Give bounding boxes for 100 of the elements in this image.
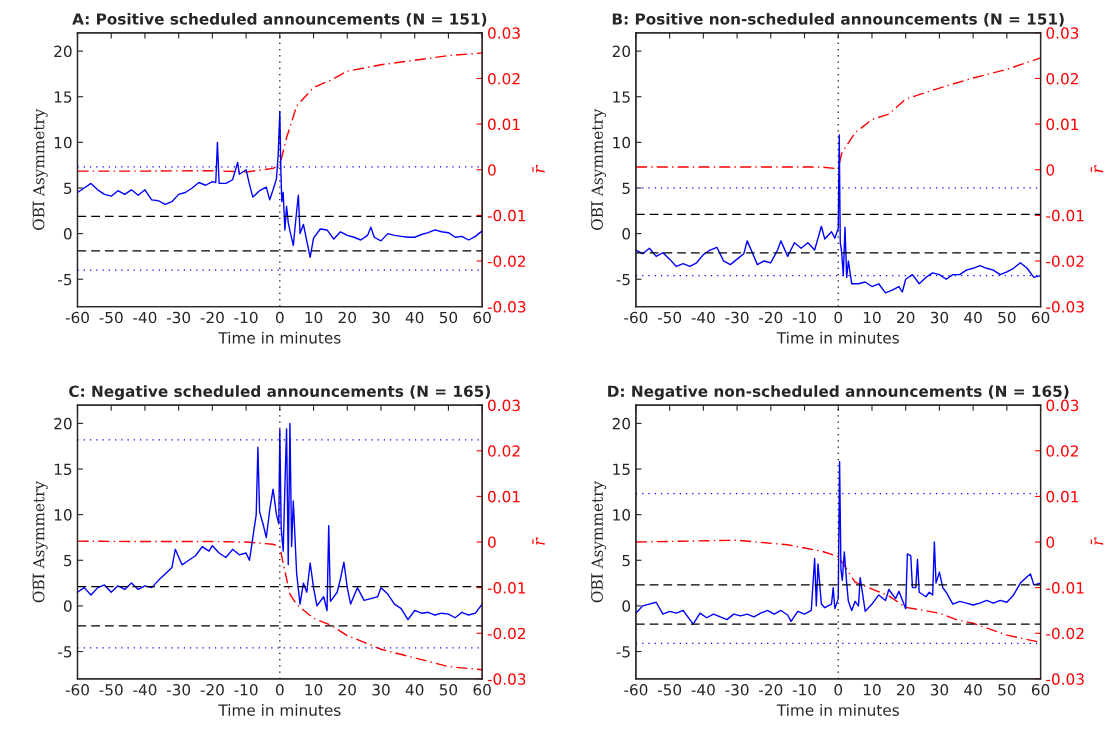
x-tick-label: 0 (275, 311, 284, 324)
y2-tick-label: 0 (488, 164, 496, 176)
y2-tick-label: -0.01 (1046, 209, 1084, 222)
x-tick-label: -60 (65, 684, 89, 696)
y2-tick-label: 0.01 (1046, 118, 1079, 131)
x-tick-label: 20 (897, 311, 915, 324)
x-tick-label: 30 (372, 311, 390, 324)
y-tick-label: -5 (616, 273, 630, 286)
y-tick-label: 0 (622, 228, 631, 240)
x-tick-label: -30 (725, 311, 749, 324)
y-tick-label: 10 (54, 136, 72, 149)
chart-title: A: Positive scheduled announcements (N = 151) (72, 12, 487, 27)
y-tick-label: 5 (622, 554, 630, 567)
y2-axis-title: r̄ (532, 164, 545, 173)
y-tick-label: 10 (613, 509, 631, 521)
x-tick-label: -30 (166, 684, 191, 696)
y-tick-label: 5 (64, 554, 72, 567)
x-tick-label: -50 (99, 684, 123, 696)
y2-tick-label: 0.03 (1046, 399, 1079, 412)
y2-tick-label: 0.03 (488, 399, 520, 412)
x-tick-label: 20 (338, 684, 356, 696)
x-tick-label: -40 (691, 311, 715, 324)
x-tick-label: 40 (964, 684, 982, 696)
y-tick-label: 15 (613, 463, 630, 476)
y-tick-label: 20 (612, 417, 631, 430)
x-tick-label: -10 (792, 311, 816, 324)
y2-tick-label: -0.02 (1046, 627, 1084, 640)
y2-tick-label: 0.02 (488, 445, 520, 457)
x-tick-label: 10 (305, 311, 323, 324)
x-tick-label: 30 (930, 684, 949, 696)
y2-tick-label: 0.03 (488, 27, 520, 39)
x-tick-label: 40 (405, 311, 424, 324)
y-axis-title: O̅B̅I̅ Asymmetry (32, 108, 48, 230)
y2-tick-label: 0 (1046, 536, 1055, 549)
x-tick-label: -60 (65, 311, 89, 324)
x-tick-label: 10 (305, 684, 323, 696)
x-tick-label: 60 (473, 311, 491, 324)
y2-tick-label: 0.02 (1046, 72, 1078, 85)
x-tick-label: 50 (998, 684, 1016, 696)
x-tick-label: 0 (275, 684, 284, 696)
y-tick-label: 15 (54, 463, 72, 476)
x-tick-label: -20 (759, 684, 783, 696)
y-tick-label: 0 (63, 600, 72, 612)
line-series (77, 540, 483, 671)
x-tick-label: 60 (1031, 684, 1050, 696)
x-tick-label: -50 (657, 684, 682, 696)
y2-tick-label: -0.02 (487, 627, 526, 640)
y-tick-label: -5 (616, 646, 630, 658)
x-tick-label: 30 (930, 311, 949, 324)
x-tick-label: -20 (200, 311, 224, 324)
x-tick-label: 20 (897, 684, 915, 696)
x-axis-title: Time in minutes (218, 704, 341, 716)
chart-title: D: Negative non-scheduled announcements (N = 165) (608, 385, 1069, 401)
y2-axis-title: r̄ (1090, 164, 1104, 173)
y-tick-label: 0 (622, 600, 631, 612)
y2-axis-title: r̄ (1090, 537, 1104, 545)
y2-tick-label: 0 (1046, 164, 1055, 176)
y2-tick-label: 0 (488, 536, 496, 549)
x-tick-label: -50 (657, 311, 682, 324)
line-series (635, 57, 1041, 170)
x-tick-label: -30 (166, 311, 191, 324)
y-axis-title: O̅B̅I̅ Asymmetry (591, 108, 607, 230)
x-tick-label: -40 (133, 311, 157, 324)
x-tick-label: 20 (338, 311, 356, 324)
y2-tick-label: -0.01 (487, 582, 526, 594)
x-tick-label: -20 (200, 684, 224, 696)
line-series (635, 461, 1041, 625)
chart-title: C: Negative scheduled announcements (N = 165) (69, 385, 490, 401)
y-tick-label: 0 (63, 228, 72, 240)
x-tick-label: 30 (372, 684, 390, 696)
x-tick-label: -50 (99, 311, 123, 324)
y2-tick-label: 0.01 (488, 118, 520, 131)
y-tick-label: -5 (58, 646, 72, 658)
line-series (77, 110, 483, 259)
y2-tick-label: -0.01 (487, 209, 526, 222)
y2-tick-label: -0.02 (1046, 255, 1084, 267)
x-tick-label: 50 (998, 311, 1016, 324)
x-tick-label: 40 (405, 684, 424, 696)
x-tick-label: 10 (863, 684, 881, 696)
y-tick-label: 5 (622, 182, 630, 194)
x-tick-label: 50 (439, 684, 458, 696)
x-tick-label: 60 (473, 684, 491, 696)
y-tick-label: 10 (54, 509, 72, 521)
x-tick-label: -10 (792, 684, 816, 696)
x-tick-label: 10 (863, 311, 881, 324)
x-tick-label: -60 (624, 311, 648, 324)
y2-tick-label: -0.02 (487, 255, 526, 267)
y-tick-label: 5 (64, 182, 72, 194)
x-tick-label: 0 (834, 684, 843, 696)
y2-tick-label: 0.01 (488, 490, 520, 503)
y2-tick-label: 0.02 (488, 72, 520, 85)
y-axis-title: O̅B̅I̅ Asymmetry (32, 480, 48, 603)
y-tick-label: 10 (613, 136, 631, 149)
x-tick-label: -30 (725, 684, 749, 696)
y-axis-title: O̅B̅I̅ Asymmetry (591, 480, 607, 603)
y2-tick-label: -0.03 (1046, 301, 1084, 313)
x-tick-label: -10 (234, 684, 258, 696)
y2-tick-label: -0.03 (487, 673, 526, 685)
line-series (77, 422, 483, 621)
x-tick-label: 40 (964, 311, 982, 324)
